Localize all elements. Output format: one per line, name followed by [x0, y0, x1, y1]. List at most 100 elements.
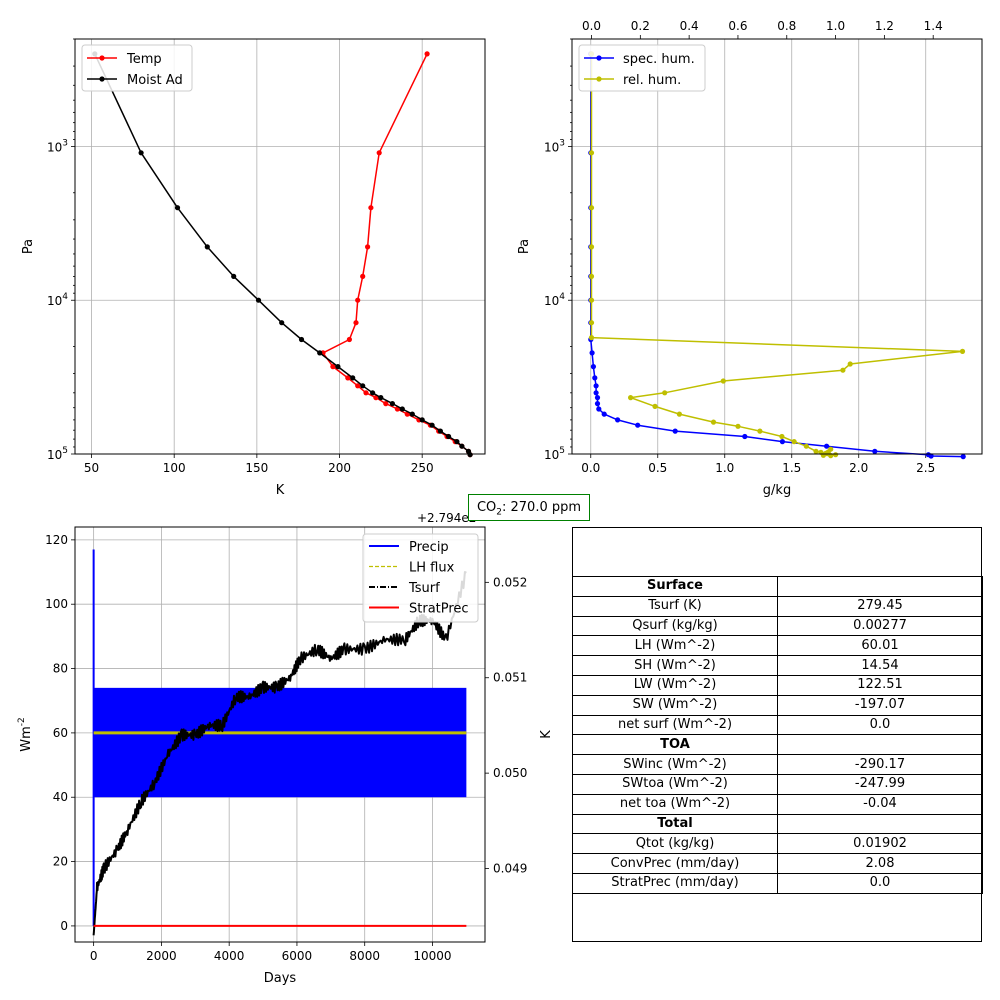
data-point-rel-hum- — [676, 411, 683, 417]
legend-label: Moist Ad — [127, 73, 183, 88]
ts-x-tick-label: 6000 — [282, 949, 313, 963]
data-point-moist-ad — [454, 439, 460, 445]
data-point-moist-ad — [317, 350, 323, 356]
data-point-moist-ad — [446, 433, 452, 440]
data-point-spec-hum- — [593, 390, 599, 396]
data-point-spec-hum- — [872, 448, 878, 454]
table-row: StratPrec (mm/day) 0.0 — [572, 872, 983, 894]
ts-x-tick-label: 10000 — [413, 949, 451, 963]
table-row: LW (Wm^-2) 122.51 — [572, 674, 983, 696]
hum-axes-frame — [571, 38, 983, 455]
data-point-spec-hum- — [672, 428, 678, 434]
table-label-cell: Qtot (kg/kg) — [572, 833, 778, 855]
table-row: SH (Wm^-2) 14.54 — [572, 655, 983, 676]
table-value-cell — [777, 576, 983, 597]
hum-top-x-tick-label: 1.4 — [924, 19, 943, 33]
table-value-cell — [777, 813, 983, 835]
table-value-cell: 60.01 — [777, 635, 983, 657]
table-label-cell: StratPrec (mm/day) — [572, 872, 778, 894]
ts-right-y-tick-label: 0.052 — [493, 575, 527, 589]
ts-right-y-tick-label: 0.049 — [493, 862, 527, 876]
data-point-moist-ad — [231, 273, 237, 279]
temp-x-axis-label: K — [276, 483, 285, 498]
data-point-moist-ad — [255, 297, 262, 303]
table-label-cell: TOA — [572, 734, 778, 756]
temp-y-tick-label: 103 — [47, 138, 68, 154]
data-point-temp — [353, 320, 359, 326]
table-value-cell: -197.07 — [777, 694, 983, 716]
stats-table: Surface Tsurf (K) 279.45 Qsurf (kg/kg) 0.002… — [572, 576, 983, 894]
data-point-spec-hum- — [593, 383, 599, 389]
data-point-moist-ad — [204, 244, 210, 250]
data-point-spec-hum- — [592, 375, 598, 381]
data-point-moist-ad — [138, 150, 144, 156]
data-point-rel-hum- — [720, 378, 726, 384]
table-row: Tsurf (K) 279.45 — [572, 595, 983, 617]
data-point-rel-hum- — [779, 433, 785, 440]
data-point-temp — [376, 150, 382, 156]
table-label-cell: net surf (Wm^-2) — [572, 714, 778, 736]
data-point-spec-hum- — [596, 406, 602, 412]
data-point-temp — [368, 205, 374, 211]
ts-x-tick-label: 4000 — [214, 949, 245, 963]
table-label-cell: Surface — [572, 576, 778, 597]
data-point-spec-hum- — [960, 454, 966, 460]
hum-top-x-tick-label: 0.4 — [680, 19, 699, 33]
ts-right-y-tick-label: 0.050 — [493, 766, 527, 780]
data-point-temp — [345, 375, 351, 381]
temp-x-tick-label: 250 — [411, 461, 434, 475]
legend-label: StratPrec — [409, 602, 469, 617]
table-value-cell: 122.51 — [777, 674, 983, 696]
temp-y-axis-label: Pa — [21, 239, 36, 254]
data-point-spec-hum- — [589, 350, 595, 356]
data-point-rel-hum- — [588, 335, 595, 341]
temp-axes-frame — [74, 38, 486, 455]
co2-prefix: CO — [476, 500, 497, 515]
table-row: SW (Wm^-2) -197.07 — [572, 694, 983, 716]
table-label-cell: SWtoa (Wm^-2) — [572, 773, 778, 795]
hum-x-tick-label: 1.5 — [782, 461, 801, 475]
hum-x-tick-label: 2.0 — [849, 461, 868, 475]
temp-plot-background — [75, 39, 485, 454]
hum-top-x-tick-label: 0.0 — [582, 19, 601, 33]
data-point-rel-hum- — [847, 361, 853, 367]
hum-y-tick-label: 103 — [544, 138, 565, 154]
table-label-cell: ConvPrec (mm/day) — [572, 853, 778, 874]
table-row: ConvPrec (mm/day) 2.08 — [572, 853, 983, 874]
hum-y-tick-label: 105 — [544, 446, 565, 462]
data-point-moist-ad — [279, 320, 285, 326]
hum-top-x-tick-label: 0.8 — [777, 19, 796, 33]
data-point-rel-hum- — [588, 205, 595, 211]
legend-marker — [596, 76, 602, 82]
table-row: SWtoa (Wm^-2) -247.99 — [572, 773, 983, 795]
table-row: LH (Wm^-2) 60.01 — [572, 635, 983, 657]
data-point-rel-hum- — [959, 348, 966, 354]
data-point-moist-ad — [360, 383, 366, 389]
table-value-cell: 2.08 — [777, 853, 983, 874]
ts-right-y-axis-label: K — [539, 730, 554, 739]
ts-x-tick-label: 8000 — [349, 949, 380, 963]
data-point-temp — [330, 364, 336, 370]
table-label-cell: SH (Wm^-2) — [572, 655, 778, 676]
ts-x-tick-label: 0 — [90, 949, 98, 963]
table-label-cell: Qsurf (kg/kg) — [572, 615, 778, 637]
ts-y-tick-label: 0 — [60, 919, 68, 933]
data-point-temp — [355, 383, 361, 389]
ts-y-axis-label: Wm-2 — [17, 717, 34, 752]
data-point-moist-ad — [335, 364, 341, 370]
data-point-temp — [383, 401, 389, 407]
hum-top-x-tick-label: 0.2 — [631, 19, 650, 33]
data-point-rel-hum- — [803, 443, 809, 449]
table-row: net surf (Wm^-2) 0.0 — [572, 714, 983, 736]
table-label-cell: Total — [572, 813, 778, 835]
data-point-moist-ad — [399, 406, 405, 412]
co2-subscript: 2 — [496, 507, 502, 518]
data-point-rel-hum- — [791, 439, 797, 445]
data-point-spec-hum- — [779, 439, 786, 445]
data-point-rel-hum- — [588, 297, 595, 303]
table-row: Surface — [572, 576, 983, 597]
temp-y-tick-label: 104 — [47, 292, 68, 308]
table-row: Qsurf (kg/kg) 0.00277 — [572, 615, 983, 637]
hum-top-x-tick-label: 1.0 — [826, 19, 845, 33]
table-label-cell: SW (Wm^-2) — [572, 694, 778, 716]
